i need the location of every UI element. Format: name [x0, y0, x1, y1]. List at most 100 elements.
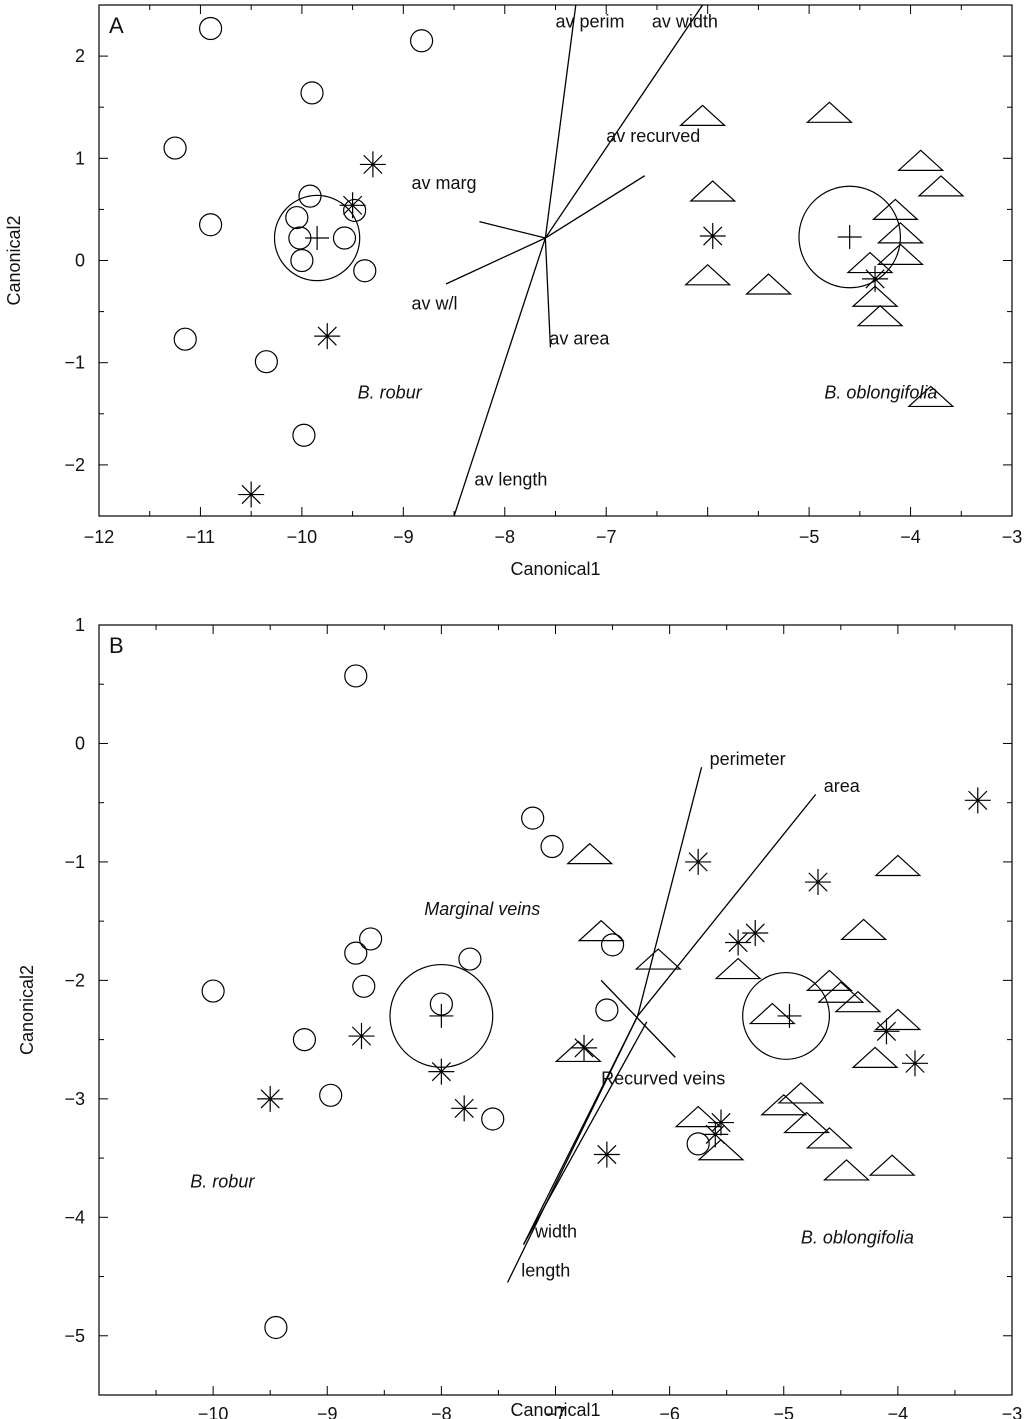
triangle-marker	[689, 180, 737, 202]
vector-label: av recurved	[606, 126, 700, 146]
y-axis-title: Canonical2	[17, 965, 37, 1055]
vector-label: area	[824, 776, 861, 796]
asterisk-marker	[359, 151, 386, 178]
circle-marker	[343, 198, 367, 223]
triangle-marker	[760, 1093, 808, 1116]
vector-av-area	[544, 237, 552, 348]
y-tick-label: −2	[64, 455, 85, 475]
y-tick-label: −2	[64, 970, 85, 990]
asterisk-marker	[699, 222, 726, 249]
x-tick-label: −9	[317, 1404, 338, 1419]
panel-letter: A	[109, 13, 124, 38]
circle-marker	[481, 1107, 505, 1131]
vector-label: Recurved veins	[601, 1069, 725, 1089]
x-tick-label: −9	[393, 527, 414, 547]
triangle-marker	[744, 273, 793, 295]
circle-marker	[285, 205, 309, 230]
triangle-marker	[674, 1105, 722, 1128]
triangle-marker	[874, 854, 922, 877]
triangle-marker	[856, 304, 904, 327]
vector-label: av area	[549, 328, 610, 348]
circle-marker	[458, 947, 482, 971]
y-tick-label: −3	[64, 1089, 85, 1109]
y-tick-label: 1	[75, 148, 85, 168]
asterisk-marker	[238, 481, 265, 508]
confidence-circle	[273, 194, 361, 282]
circle-marker	[353, 259, 377, 283]
x-tick-label: −5	[773, 1404, 794, 1419]
vector-label: av perim	[556, 11, 625, 31]
vector-length	[506, 1015, 639, 1283]
asterisk-marker	[571, 1034, 598, 1061]
y-axis-title: Canonical2	[4, 215, 24, 305]
x-tick-label: −8	[495, 527, 516, 547]
triangle-marker	[783, 1111, 831, 1134]
triangle-marker	[851, 285, 899, 307]
circle-marker	[359, 927, 383, 951]
y-tick-label: 1	[75, 615, 85, 635]
circle-marker	[300, 81, 324, 105]
triangle-marker	[907, 385, 955, 408]
triangle-marker	[805, 101, 853, 123]
circle-marker	[352, 974, 376, 998]
x-tick-label: −7	[596, 527, 617, 547]
x-axis-title: Canonical1	[510, 559, 600, 579]
asterisk-marker	[348, 1023, 375, 1050]
circle-marker	[686, 1132, 710, 1156]
x-tick-label: −12	[84, 527, 115, 547]
vector-av-length	[453, 237, 546, 517]
circle-marker	[332, 226, 357, 250]
y-tick-label: −5	[64, 1326, 85, 1346]
triangle-marker	[817, 981, 865, 1003]
triangle-marker	[805, 969, 853, 991]
triangle-marker	[834, 990, 882, 1013]
x-tick-label: −4	[888, 1404, 909, 1419]
asterisk-marker	[685, 848, 712, 875]
group-label: B. oblongifolia	[824, 382, 937, 402]
triangle-marker	[846, 251, 894, 274]
asterisk-marker	[593, 1141, 620, 1168]
asterisk-marker	[873, 1018, 900, 1045]
triangle-marker	[684, 263, 732, 286]
triangle-marker	[917, 175, 965, 197]
y-tick-label: −1	[64, 852, 85, 872]
confidence-circle	[798, 185, 902, 289]
triangle-marker	[840, 918, 888, 941]
vector-label: av width	[652, 11, 718, 31]
asterisk-marker	[964, 787, 991, 814]
asterisk-marker	[314, 323, 341, 350]
circle-marker	[292, 1028, 317, 1052]
triangle-marker	[714, 957, 762, 980]
triangle-marker	[822, 1159, 871, 1181]
asterisk-marker	[339, 192, 366, 219]
group-label: B. oblongifolia	[801, 1227, 914, 1247]
x-tick-label: −11	[186, 527, 215, 547]
y-tick-label: 2	[75, 46, 85, 66]
triangle-marker	[805, 1127, 853, 1149]
x-tick-label: −7	[545, 1404, 566, 1419]
vector-av-marg	[479, 221, 546, 239]
vector-label: av marg	[411, 173, 476, 193]
asterisk-marker	[804, 869, 831, 896]
group-label: B. robur	[358, 382, 423, 402]
vector-segment	[522, 1021, 648, 1245]
x-axis-title: Canonical1	[510, 1400, 600, 1419]
triangle-marker	[868, 1154, 916, 1176]
panel-letter: B	[109, 633, 124, 658]
triangle-marker	[679, 104, 727, 126]
circle-marker	[409, 29, 434, 53]
circle-marker	[198, 213, 223, 237]
circle-marker	[298, 184, 322, 208]
vector-av-perim	[544, 4, 577, 239]
circle-marker	[595, 998, 619, 1022]
vector-area	[637, 793, 817, 1017]
group-label: B. robur	[190, 1172, 255, 1192]
vector-label: length	[521, 1261, 570, 1281]
circle-marker	[201, 979, 225, 1003]
x-tick-label: −8	[431, 1404, 452, 1419]
panel-B: −10 −9 −8 −7 −6 −5 −4 −3 1 0 −1 −2 −3 −4 −5 Canonical1 C…	[17, 615, 1022, 1419]
triangle-marker	[874, 1008, 922, 1031]
y-tick-label: −4	[64, 1207, 85, 1227]
y-tick-label: 0	[75, 251, 85, 271]
